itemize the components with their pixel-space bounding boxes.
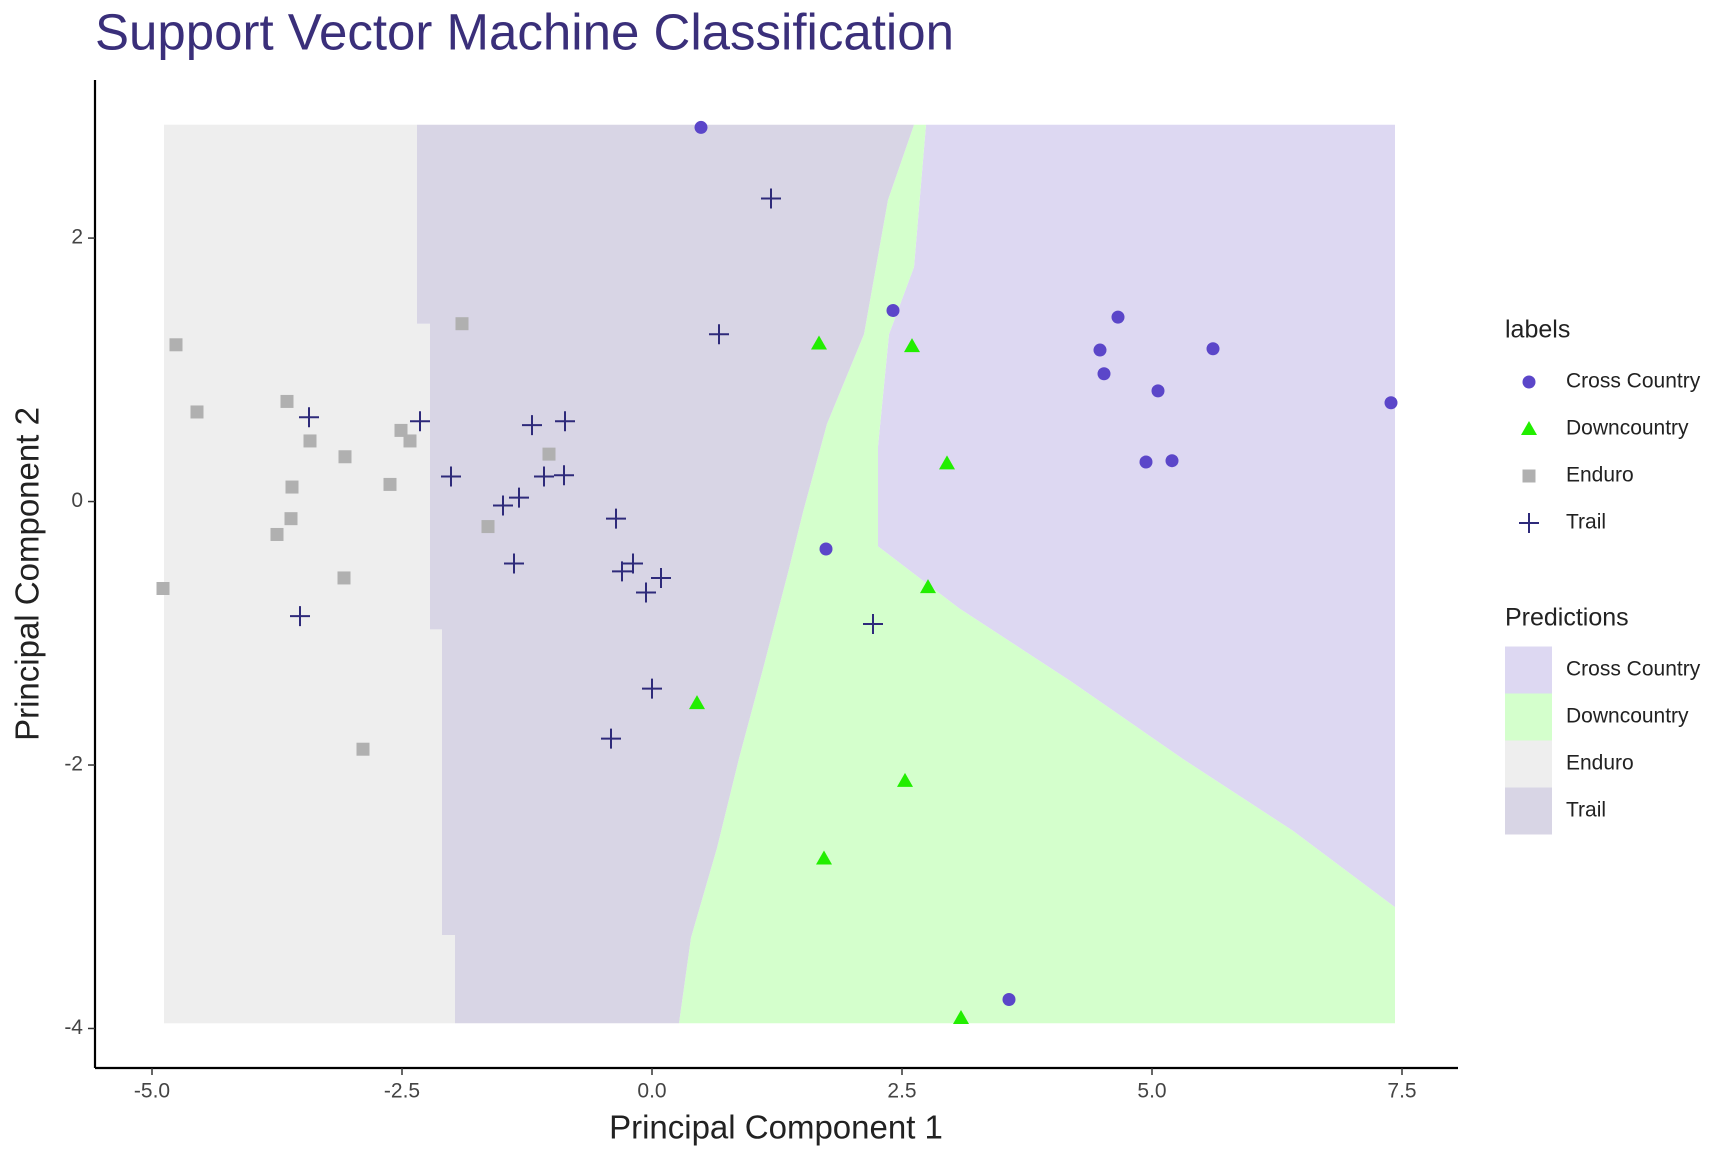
point bbox=[1139, 455, 1153, 469]
point bbox=[863, 614, 883, 635]
chart-title: Support Vector Machine Classification bbox=[95, 3, 954, 60]
legend-label: Downcountry bbox=[1566, 705, 1689, 728]
point bbox=[280, 394, 294, 408]
point bbox=[953, 1009, 969, 1024]
prediction-region bbox=[417, 124, 914, 1024]
point bbox=[761, 188, 781, 209]
point bbox=[504, 553, 524, 574]
y-tick-label: 2 bbox=[71, 226, 83, 249]
point bbox=[270, 527, 284, 541]
point bbox=[886, 304, 900, 318]
prediction-region bbox=[878, 124, 1395, 908]
point bbox=[285, 480, 299, 494]
legend-swatch bbox=[1505, 740, 1552, 788]
x-tick-label: 2.5 bbox=[887, 1080, 916, 1103]
point bbox=[1206, 342, 1220, 356]
point bbox=[290, 606, 310, 627]
legend-label: Cross Country bbox=[1566, 658, 1701, 681]
legend-swatch bbox=[1505, 693, 1552, 741]
x-tick-label: -5.0 bbox=[134, 1080, 170, 1103]
point bbox=[481, 520, 495, 534]
legend-label: Downcountry bbox=[1566, 417, 1689, 440]
y-tick-label: -2 bbox=[64, 753, 83, 776]
point bbox=[284, 512, 298, 526]
point bbox=[1111, 310, 1125, 324]
legend-title: Predictions bbox=[1505, 604, 1629, 632]
y-tick-label: -4 bbox=[64, 1016, 83, 1039]
point bbox=[555, 411, 575, 432]
point bbox=[1002, 992, 1016, 1006]
legend-symbol bbox=[1521, 421, 1537, 435]
legend-symbol bbox=[1519, 513, 1539, 533]
prediction-region bbox=[164, 124, 455, 1024]
point bbox=[1165, 454, 1179, 468]
point bbox=[897, 772, 913, 787]
point bbox=[904, 338, 920, 353]
point bbox=[601, 728, 621, 749]
point bbox=[338, 450, 352, 464]
point bbox=[939, 455, 955, 470]
point bbox=[522, 415, 542, 436]
point bbox=[554, 465, 574, 486]
legend-symbol bbox=[1522, 469, 1536, 483]
point bbox=[709, 324, 729, 345]
point bbox=[623, 553, 643, 574]
legend-swatch bbox=[1505, 787, 1552, 835]
point bbox=[642, 678, 662, 699]
point bbox=[1097, 367, 1111, 381]
legend-label: Cross Country bbox=[1566, 370, 1701, 393]
point bbox=[816, 850, 832, 865]
y-axis-label: Principal Component 2 bbox=[9, 407, 46, 741]
point bbox=[542, 447, 556, 461]
point bbox=[689, 695, 705, 710]
legend-symbol bbox=[1522, 375, 1536, 389]
prediction-region bbox=[679, 124, 1395, 1024]
point bbox=[303, 434, 317, 448]
legend-label: Trail bbox=[1566, 799, 1606, 822]
point bbox=[356, 742, 370, 756]
point bbox=[819, 542, 833, 556]
point bbox=[383, 477, 397, 491]
point bbox=[636, 582, 656, 603]
point bbox=[1151, 384, 1165, 398]
point bbox=[694, 120, 708, 134]
point bbox=[811, 335, 827, 350]
x-axis-label: Principal Component 1 bbox=[609, 1109, 943, 1146]
point bbox=[534, 466, 554, 487]
point bbox=[509, 487, 529, 508]
legend-label: Enduro bbox=[1566, 752, 1634, 775]
x-tick-label: 7.5 bbox=[1387, 1080, 1416, 1103]
point bbox=[299, 407, 319, 428]
point bbox=[403, 434, 417, 448]
point bbox=[410, 411, 430, 432]
legend-label: Trail bbox=[1566, 511, 1606, 534]
point bbox=[455, 317, 469, 331]
point bbox=[651, 567, 671, 588]
point bbox=[394, 423, 408, 437]
point bbox=[169, 338, 183, 352]
point bbox=[156, 581, 170, 595]
x-tick-label: -2.5 bbox=[384, 1080, 420, 1103]
legend-label: Enduro bbox=[1566, 464, 1634, 487]
legend-swatch bbox=[1505, 646, 1552, 694]
point bbox=[920, 579, 936, 594]
point bbox=[606, 508, 626, 529]
point bbox=[337, 571, 351, 585]
point bbox=[441, 466, 461, 487]
point bbox=[190, 405, 204, 419]
x-tick-label: 5.0 bbox=[1137, 1080, 1166, 1103]
point bbox=[1384, 396, 1398, 410]
point bbox=[1093, 343, 1107, 357]
point bbox=[493, 495, 513, 516]
legend-title: labels bbox=[1505, 316, 1570, 344]
point bbox=[612, 561, 632, 582]
x-tick-label: 0.0 bbox=[637, 1080, 666, 1103]
y-tick-label: 0 bbox=[71, 489, 83, 512]
